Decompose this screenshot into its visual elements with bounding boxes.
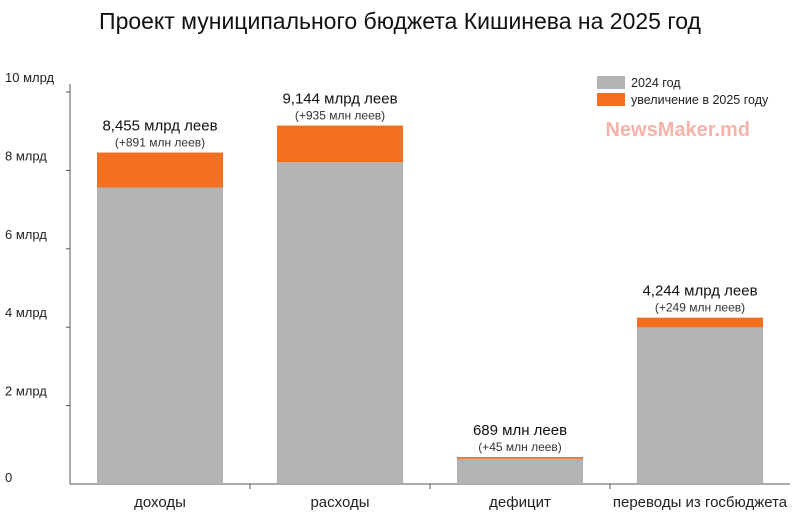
legend-label: 2024 год bbox=[631, 76, 681, 90]
total-value-label: 8,455 млрд леев bbox=[102, 118, 217, 135]
y-tick-label: 6 млрд bbox=[5, 227, 47, 242]
chart-title: Проект муниципального бюджета Кишинева н… bbox=[99, 8, 701, 34]
legend: 2024 год увеличение в 2025 году bbox=[597, 76, 769, 107]
increase-value-label: (+249 млн леев) bbox=[655, 301, 745, 315]
labels-layer: доходы 8,455 млрд леев(+891 млн леев) расх… bbox=[102, 91, 787, 511]
y-tick-label: 2 млрд bbox=[5, 384, 47, 399]
bar-increase-2025 bbox=[637, 317, 763, 328]
newsmaker-watermark: NewsMaker.md bbox=[605, 119, 750, 141]
category-label: переводы из госбюджета bbox=[613, 494, 788, 511]
legend-swatch bbox=[597, 76, 625, 89]
bar-increase-2025 bbox=[277, 125, 403, 163]
total-value-label: 4,244 млрд леев bbox=[642, 283, 757, 300]
category-label: расходы bbox=[310, 494, 369, 511]
increase-value-label: (+891 млн леев) bbox=[115, 136, 205, 150]
category-label: дефицит bbox=[489, 494, 551, 511]
bars-layer bbox=[97, 125, 763, 484]
total-value-label: 689 млн леев bbox=[473, 422, 567, 439]
y-tick-label: 10 млрд bbox=[5, 70, 55, 85]
y-tick-label: 8 млрд bbox=[5, 148, 47, 163]
y-tick-label: 4 млрд bbox=[5, 305, 47, 320]
bar-increase-2025 bbox=[97, 152, 223, 188]
legend-label: увеличение в 2025 году bbox=[631, 93, 769, 107]
y-tick-label: 0 bbox=[5, 470, 12, 485]
bar-2024 bbox=[637, 327, 763, 484]
bar-2024 bbox=[457, 458, 583, 484]
category-label: доходы bbox=[134, 494, 186, 511]
increase-value-label: (+45 млн леев) bbox=[478, 440, 562, 454]
bar-increase-2025 bbox=[457, 456, 583, 459]
increase-value-label: (+935 млн леев) bbox=[295, 109, 385, 123]
legend-swatch bbox=[597, 93, 625, 106]
bar-2024 bbox=[277, 162, 403, 484]
total-value-label: 9,144 млрд леев bbox=[282, 91, 397, 108]
bar-2024 bbox=[97, 187, 223, 484]
